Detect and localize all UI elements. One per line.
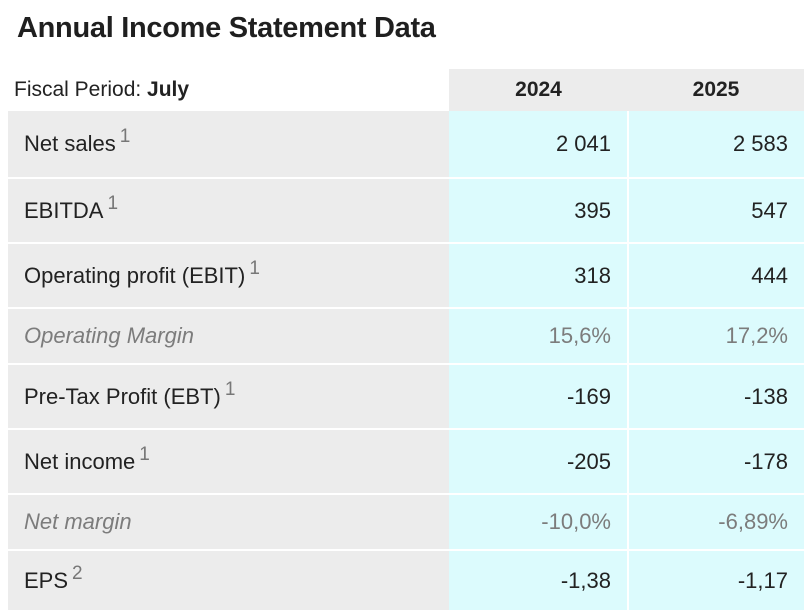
row-label-text: Operating profit (EBIT) bbox=[24, 262, 246, 288]
row-operating-margin: Operating Margin 15,6% 17,2% bbox=[8, 307, 804, 364]
row-label: EPS 2 bbox=[8, 549, 449, 610]
fiscal-period-value: July bbox=[147, 78, 190, 101]
row-label-text: Pre-Tax Profit (EBT) bbox=[24, 383, 221, 409]
income-statement-table: Fiscal Period: July 2024 2025 Net sales 1… bbox=[8, 69, 804, 610]
footnote-marker[interactable]: 1 bbox=[249, 257, 260, 279]
fiscal-period-label: Fiscal Period: bbox=[14, 78, 148, 101]
row-ebitda: EBITDA 1 395 547 bbox=[8, 177, 804, 243]
value-2025: -178 bbox=[627, 428, 804, 494]
value-2025: -6,89% bbox=[627, 493, 804, 550]
row-label-text: Net income bbox=[24, 448, 136, 474]
row-pre-tax-profit: Pre-Tax Profit (EBT) 1 -169 -138 bbox=[8, 363, 804, 429]
value-2024: 318 bbox=[449, 242, 628, 308]
value-2024: -169 bbox=[449, 363, 628, 429]
footnote-marker[interactable]: 1 bbox=[224, 378, 236, 400]
footnote-marker[interactable]: 1 bbox=[107, 192, 119, 214]
footnote-marker[interactable]: 1 bbox=[119, 126, 131, 148]
row-label: EBITDA 1 bbox=[8, 177, 449, 243]
fiscal-period-header: Fiscal Period: July bbox=[8, 69, 449, 111]
row-label: Pre-Tax Profit (EBT) 1 bbox=[8, 363, 449, 429]
value-2025: -138 bbox=[627, 363, 804, 429]
row-label: Net income 1 bbox=[8, 428, 449, 494]
page-title: Annual Income Statement Data bbox=[17, 12, 436, 44]
value-2024: 395 bbox=[449, 177, 628, 243]
footnote-marker[interactable]: 1 bbox=[139, 443, 150, 465]
row-label-text: EBITDA bbox=[24, 197, 104, 223]
footnote-marker[interactable]: 2 bbox=[72, 562, 83, 584]
value-2024: -1,38 bbox=[449, 549, 628, 610]
row-operating-profit: Operating profit (EBIT) 1 318 444 bbox=[8, 242, 804, 308]
row-label: Operating Margin bbox=[8, 307, 449, 364]
row-label-text: Operating Margin bbox=[24, 323, 194, 348]
row-eps: EPS 2 -1,38 -1,17 bbox=[8, 549, 804, 610]
value-2025: 547 bbox=[627, 177, 804, 243]
row-label-text: Net margin bbox=[24, 509, 132, 534]
row-label: Net margin bbox=[8, 493, 449, 550]
value-2024: -205 bbox=[449, 428, 628, 494]
value-2024: 2 041 bbox=[449, 111, 628, 178]
value-2025: 17,2% bbox=[627, 307, 804, 364]
row-net-sales: Net sales 1 2 041 2 583 bbox=[8, 111, 804, 178]
year-header-2024: 2024 bbox=[449, 69, 628, 111]
row-net-income: Net income 1 -205 -178 bbox=[8, 428, 804, 494]
value-2025: -1,17 bbox=[627, 549, 804, 610]
value-2024: 15,6% bbox=[449, 307, 628, 364]
row-label: Operating profit (EBIT) 1 bbox=[8, 242, 449, 308]
row-label: Net sales 1 bbox=[8, 111, 449, 178]
row-net-margin: Net margin -10,0% -6,89% bbox=[8, 493, 804, 550]
value-2025: 444 bbox=[627, 242, 804, 308]
value-2024: -10,0% bbox=[449, 493, 628, 550]
row-label-text: EPS bbox=[24, 567, 69, 593]
value-2025: 2 583 bbox=[627, 111, 804, 178]
year-header-2025: 2025 bbox=[628, 69, 804, 111]
row-label-text: Net sales bbox=[24, 131, 116, 156]
table-header-row: Fiscal Period: July 2024 2025 bbox=[8, 69, 804, 111]
